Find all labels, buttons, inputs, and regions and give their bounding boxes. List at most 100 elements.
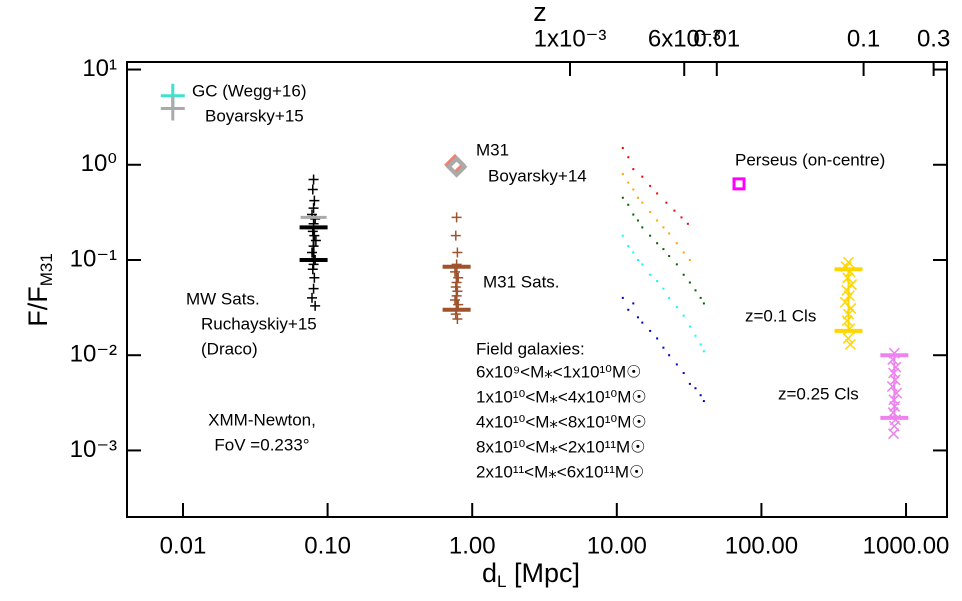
series-label: MW Sats. (186, 289, 260, 308)
point (656, 192, 659, 195)
point (649, 273, 652, 276)
marker-shape (632, 168, 635, 171)
marker-shape (632, 302, 635, 305)
legend-title: Field galaxies: (476, 339, 585, 358)
point (699, 343, 702, 346)
marker-shape (688, 258, 691, 261)
marker-shape (656, 192, 659, 195)
point (845, 302, 857, 314)
y-axis-title: F/FM31 (23, 253, 56, 327)
point (656, 219, 659, 222)
point (621, 234, 624, 237)
top-tick-label: 0.3 (917, 25, 950, 52)
marker-shape (680, 216, 683, 219)
marker-shape (307, 184, 318, 195)
point (888, 428, 900, 440)
marker-shape (702, 350, 705, 353)
marker-shape (675, 363, 678, 366)
marker-shape (632, 188, 635, 191)
point (662, 226, 665, 229)
marker-shape (662, 226, 665, 229)
x-axis-title-sub: L (497, 572, 506, 591)
point (656, 280, 659, 283)
y-axis-title-main: F/F (23, 286, 53, 327)
marker-shape (732, 177, 746, 191)
marker-shape (310, 213, 321, 224)
series-label: M31 Sats. (483, 272, 560, 291)
point (636, 258, 639, 261)
legend-entry: 4x10¹⁰<M⁎<8x10¹⁰M☉ (476, 412, 647, 431)
point (682, 314, 685, 317)
marker-shape (621, 234, 624, 237)
point (649, 234, 652, 237)
marker-shape (627, 156, 630, 159)
marker-shape (621, 146, 624, 149)
marker-shape (641, 175, 644, 178)
marker-shape (307, 264, 318, 275)
point (310, 213, 321, 224)
marker-shape (699, 394, 702, 397)
marker-shape (702, 302, 705, 305)
marker-shape (621, 196, 624, 199)
series-label: Boyarsky+15 (205, 106, 304, 125)
point (668, 232, 671, 235)
point (641, 263, 644, 266)
x-tick-label: 1.00 (449, 532, 496, 559)
point (621, 296, 624, 299)
marker-shape (886, 380, 898, 392)
point (309, 195, 320, 206)
marker-shape (656, 337, 659, 340)
point (675, 242, 678, 245)
point (656, 337, 659, 340)
point (310, 235, 321, 246)
point (844, 338, 856, 350)
x-tick-label: 10.00 (587, 532, 647, 559)
marker-shape (688, 281, 691, 284)
point (621, 146, 624, 149)
point (649, 184, 652, 187)
point (662, 287, 665, 290)
point (636, 219, 639, 222)
marker-shape (673, 209, 676, 212)
point (732, 177, 746, 191)
marker-shape (627, 245, 630, 248)
point (641, 201, 644, 204)
point (307, 264, 318, 275)
marker-shape (675, 263, 678, 266)
point (452, 247, 463, 258)
point (160, 96, 185, 121)
marker-shape (890, 361, 902, 373)
marker-shape (451, 212, 462, 223)
series-label: GC (Wegg+16) (192, 81, 306, 100)
marker-shape (656, 219, 659, 222)
point (451, 212, 462, 223)
marker-shape (636, 196, 639, 199)
x-tick-label: 100.00 (725, 532, 798, 559)
top-tick-label: 0.01 (693, 25, 740, 52)
marker-shape (841, 284, 853, 296)
point (688, 382, 691, 385)
point (627, 181, 630, 184)
series-label: M31 (476, 140, 509, 159)
marker-shape (641, 263, 644, 266)
point (453, 272, 464, 283)
point (632, 168, 635, 171)
marker-shape (632, 251, 635, 254)
point (662, 248, 665, 251)
marker-shape (641, 201, 644, 204)
marker-shape (445, 156, 468, 178)
point (632, 251, 635, 254)
top-tick-label: 0.1 (847, 25, 880, 52)
marker-shape (682, 273, 685, 276)
marker-shape (309, 272, 320, 283)
marker-shape (682, 314, 685, 317)
point (649, 329, 652, 332)
marker-shape (688, 382, 691, 385)
point (632, 213, 635, 216)
point (665, 201, 668, 204)
point (621, 196, 624, 199)
point (668, 296, 671, 299)
point (649, 210, 652, 213)
point (306, 247, 317, 258)
